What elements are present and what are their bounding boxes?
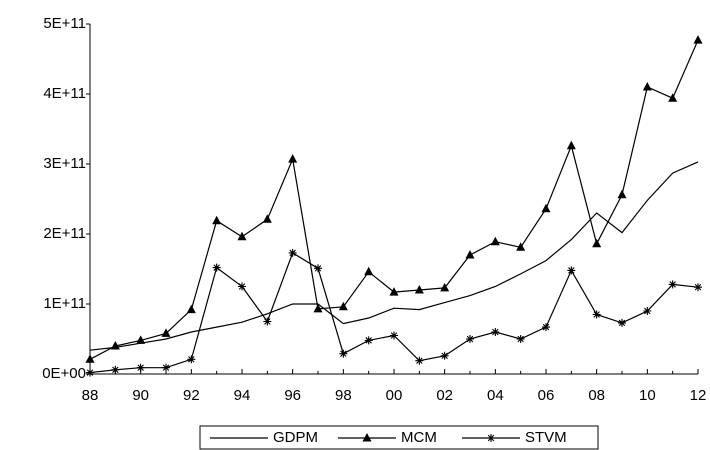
x-tick-label: 12 [690,387,707,404]
point-marker [693,35,703,44]
point-marker [110,341,120,350]
point-marker [440,351,449,360]
point-marker [338,301,348,311]
point-marker [288,154,298,163]
y-tick-label: 3E+11 [43,155,86,172]
point-marker [364,266,374,276]
x-tick-label: 96 [284,387,301,404]
point-marker [516,335,525,343]
point-marker [542,323,550,332]
point-marker [339,349,348,358]
x-tick-label: 08 [588,387,605,404]
point-marker [136,363,145,372]
point-marker [364,336,373,345]
point-marker [187,355,196,364]
x-tick-label: 90 [132,387,149,404]
point-marker [491,328,500,336]
y-tick-label: 0E+00 [42,365,86,382]
point-marker [541,203,551,213]
point-marker [262,214,272,223]
point-marker [642,82,652,91]
x-tick-label: 88 [82,387,99,404]
point-marker [212,215,222,225]
point-marker [238,282,246,291]
y-tick-label: 5E+11 [43,15,86,32]
point-marker [566,140,576,150]
point-marker [694,283,702,292]
y-tick-label: 2E+11 [43,225,86,242]
point-marker [237,231,247,241]
point-marker [668,280,677,289]
point-marker [314,264,322,273]
series-line [89,252,699,374]
point-marker [389,287,399,296]
point-marker [414,285,424,294]
x-tick-label: 94 [234,387,251,404]
point-marker [212,263,221,272]
point-marker [111,365,120,374]
x-tick-label: 02 [436,387,453,404]
legend-marker [362,433,372,442]
y-tick-label: 4E+11 [43,85,86,102]
point-marker [415,356,424,365]
point-marker [161,328,171,337]
point-marker [186,304,196,314]
x-tick-label: 00 [386,387,403,404]
point-marker [313,303,323,313]
legend-label: STVM [525,429,567,446]
point-marker [567,266,576,275]
point-marker [86,368,94,377]
legend-label: GDPM [273,429,318,446]
legend-label: MCM [401,429,437,446]
point-marker [390,331,398,340]
point-marker [288,248,297,257]
point-marker [618,318,626,327]
point-marker [643,307,652,315]
point-marker [136,335,146,344]
legend-box [199,425,599,450]
x-tick-label: 92 [183,387,200,404]
x-tick-label: 10 [639,387,656,404]
point-marker [490,236,500,246]
series-line [89,39,699,360]
point-marker [592,238,602,248]
point-marker [668,93,678,102]
y-tick-label: 1E+11 [43,295,86,312]
x-tick-label: 06 [538,387,555,404]
point-marker [617,189,627,199]
point-marker [85,354,95,363]
point-marker [440,282,450,292]
x-tick-label: 04 [487,387,504,404]
legend-marker [487,434,495,442]
point-marker [466,335,474,343]
series-line [89,161,699,351]
point-marker [263,317,272,326]
x-tick-label: 98 [335,387,352,404]
point-marker [516,242,526,251]
point-marker [592,310,601,319]
point-marker [162,363,170,372]
point-marker [465,250,475,259]
